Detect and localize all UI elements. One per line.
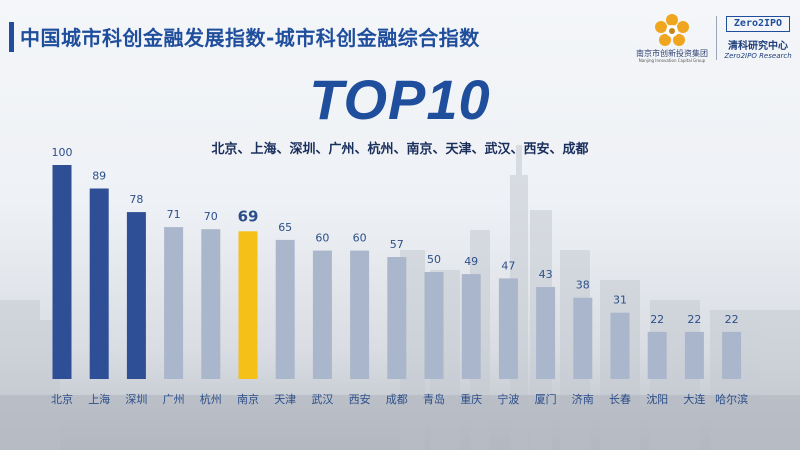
- bar-深圳: [126, 212, 146, 379]
- bar-广州: [164, 227, 184, 379]
- category-label-哈尔滨: 哈尔滨: [715, 392, 748, 406]
- category-label-济南: 济南: [572, 392, 594, 406]
- category-label-大连: 大连: [683, 392, 705, 406]
- value-label-成都: 57: [390, 238, 404, 251]
- bar-厦门: [536, 287, 556, 379]
- category-label-成都: 成都: [386, 393, 408, 406]
- logo-right-name-en: Zero2IPO Research: [724, 52, 792, 60]
- bar-长春: [610, 312, 630, 379]
- value-label-厦门: 43: [539, 268, 553, 281]
- value-label-济南: 38: [576, 279, 590, 292]
- category-label-沈阳: 沈阳: [646, 392, 668, 406]
- bar-青岛: [424, 272, 444, 379]
- value-label-大连: 22: [687, 313, 701, 326]
- category-label-杭州: 杭州: [200, 392, 222, 406]
- category-label-西安: 西安: [349, 392, 371, 406]
- logo-right-name: 清科研究中心: [728, 41, 788, 52]
- category-label-青岛: 青岛: [423, 392, 445, 406]
- category-label-深圳: 深圳: [125, 393, 147, 406]
- top10-headline: TOP10: [309, 68, 491, 131]
- category-label-南京: 南京: [237, 392, 259, 406]
- bar-杭州: [201, 229, 221, 379]
- zero2ipo-logo: Zero2IPO 清科研究中心 Zero2IPO Research: [722, 16, 794, 66]
- logo-left-name: 南京市创新投资集团: [636, 49, 708, 58]
- value-label-西安: 60: [353, 232, 367, 245]
- value-label-青岛: 50: [427, 253, 441, 266]
- value-label-重庆: 49: [464, 255, 478, 268]
- bar-天津: [275, 239, 295, 379]
- value-label-南京: 69: [238, 207, 259, 225]
- value-label-上海: 89: [92, 170, 106, 183]
- value-label-杭州: 70: [204, 210, 218, 223]
- logo-left-name-en: Nanjing Innovation Capital Group: [638, 58, 706, 63]
- header: 中国城市科创金融发展指数-城市科创金融综合指数 南京市创新投资集团 Nanjin…: [0, 0, 800, 70]
- category-label-厦门: 厦门: [535, 392, 557, 406]
- page-title: 中国城市科创金融发展指数-城市科创金融综合指数: [20, 26, 480, 50]
- category-label-重庆: 重庆: [460, 392, 482, 406]
- nanjing-innovation-logo: 南京市创新投资集团 Nanjing Innovation Capital Gro…: [632, 14, 712, 66]
- category-label-天津: 天津: [274, 393, 296, 406]
- value-label-宁波: 47: [501, 259, 515, 272]
- bar-西安: [350, 250, 370, 379]
- bar-成都: [387, 257, 407, 379]
- top10-city-list: 北京、上海、深圳、广州、杭州、南京、天津、武汉、西安、成都: [211, 142, 589, 157]
- value-label-北京: 100: [52, 146, 73, 159]
- title-accent-bar: [9, 22, 14, 52]
- value-label-天津: 65: [278, 221, 292, 234]
- category-label-北京: 北京: [51, 392, 73, 406]
- flower-logo-icon: [655, 14, 689, 46]
- bar-上海: [89, 188, 109, 379]
- bar-沈阳: [647, 331, 667, 379]
- zero2ipo-badge: Zero2IPO: [726, 16, 790, 32]
- value-label-哈尔滨: 22: [725, 313, 739, 326]
- value-label-武汉: 60: [315, 232, 329, 245]
- bar-南京: [238, 231, 258, 379]
- category-label-上海: 上海: [88, 392, 110, 406]
- bar-宁波: [498, 278, 518, 379]
- value-label-深圳: 78: [129, 193, 143, 206]
- logo-divider: [716, 16, 717, 60]
- category-label-宁波: 宁波: [497, 392, 519, 406]
- bar-重庆: [461, 274, 481, 379]
- category-label-武汉: 武汉: [311, 393, 333, 406]
- category-label-长春: 长春: [609, 393, 631, 406]
- bar-大连: [684, 331, 704, 379]
- bar-北京: [52, 165, 72, 379]
- bar-哈尔滨: [722, 331, 742, 379]
- value-label-长春: 31: [613, 294, 627, 307]
- value-label-沈阳: 22: [650, 313, 664, 326]
- bar-武汉: [312, 250, 332, 379]
- category-label-广州: 广州: [163, 393, 185, 406]
- value-label-广州: 71: [167, 208, 181, 221]
- bar-济南: [573, 297, 593, 379]
